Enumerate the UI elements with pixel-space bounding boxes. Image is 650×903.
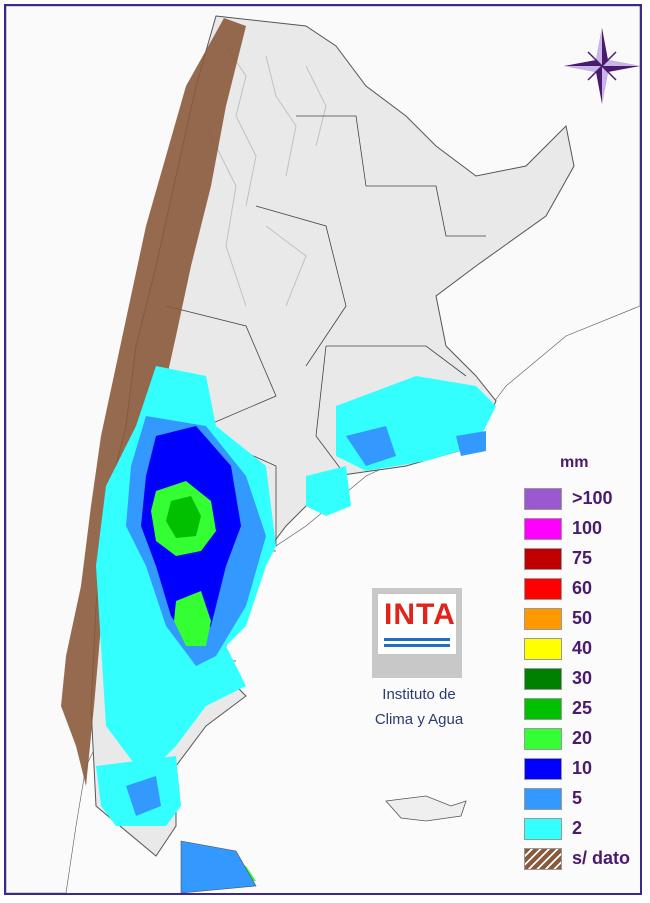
legend-title: mm	[560, 454, 589, 471]
terrain-relief	[205, 45, 327, 307]
map-frame: INTA Instituto de Clima y Agua mm >100 1…	[4, 4, 642, 895]
legend-swatch	[524, 518, 562, 540]
inta-logo: INTA	[372, 588, 462, 678]
legend-swatch	[524, 668, 562, 690]
institute-line-1: Instituto de	[382, 686, 456, 703]
legend-label: 2	[572, 818, 583, 838]
legend-swatch	[524, 728, 562, 750]
legend-swatch	[524, 788, 562, 810]
precipitation-map	[6, 6, 640, 893]
legend-swatch	[524, 758, 562, 780]
legend-item: 30	[524, 666, 644, 692]
legend-item: 25	[524, 696, 644, 722]
legend-label: 20	[572, 728, 593, 748]
legend-label: 25	[572, 698, 593, 718]
legend-label: s/ dato	[572, 848, 631, 868]
legend-swatch	[524, 698, 562, 720]
legend-swatch	[524, 488, 562, 510]
legend-item: 2	[524, 816, 644, 842]
legend-label: 30	[572, 668, 593, 688]
legend-item: s/ dato	[524, 846, 644, 872]
legend-item: 20	[524, 726, 644, 752]
legend-label: 10	[572, 758, 593, 778]
legend-label: >100	[572, 488, 613, 508]
institute-caption: Instituto de Clima y Agua	[346, 682, 492, 732]
logo-stripe	[384, 638, 450, 641]
legend-item: >100	[524, 486, 644, 512]
legend-item: 50	[524, 606, 644, 632]
compass-rose-icon	[564, 28, 640, 104]
tierra-del-fuego	[180, 840, 257, 893]
legend-item: 5	[524, 786, 644, 812]
legend-item: 40	[524, 636, 644, 662]
legend-item: 10	[524, 756, 644, 782]
precip-25mm	[166, 496, 201, 538]
legend-label: 40	[572, 638, 593, 658]
legend-item: 75	[524, 546, 644, 572]
legend-label: 100	[572, 518, 603, 538]
legend-swatch	[524, 608, 562, 630]
institute-line-2: Clima y Agua	[374, 711, 464, 728]
logo-panel: INTA	[378, 594, 456, 654]
legend-swatch	[524, 548, 562, 570]
legend-label: 50	[572, 608, 593, 628]
legend-swatch	[524, 818, 562, 840]
legend-swatch	[524, 638, 562, 660]
logo-stripe	[384, 644, 450, 647]
legend-swatch	[524, 848, 562, 870]
logo-text: INTA	[384, 598, 456, 631]
legend-item: 100	[524, 516, 644, 542]
legend-label: 60	[572, 578, 593, 598]
legend-label: 75	[572, 548, 593, 568]
legend-item: 60	[524, 576, 644, 602]
legend-label: 5	[572, 788, 583, 808]
legend-swatch	[524, 578, 562, 600]
falkland-islands	[385, 795, 467, 822]
